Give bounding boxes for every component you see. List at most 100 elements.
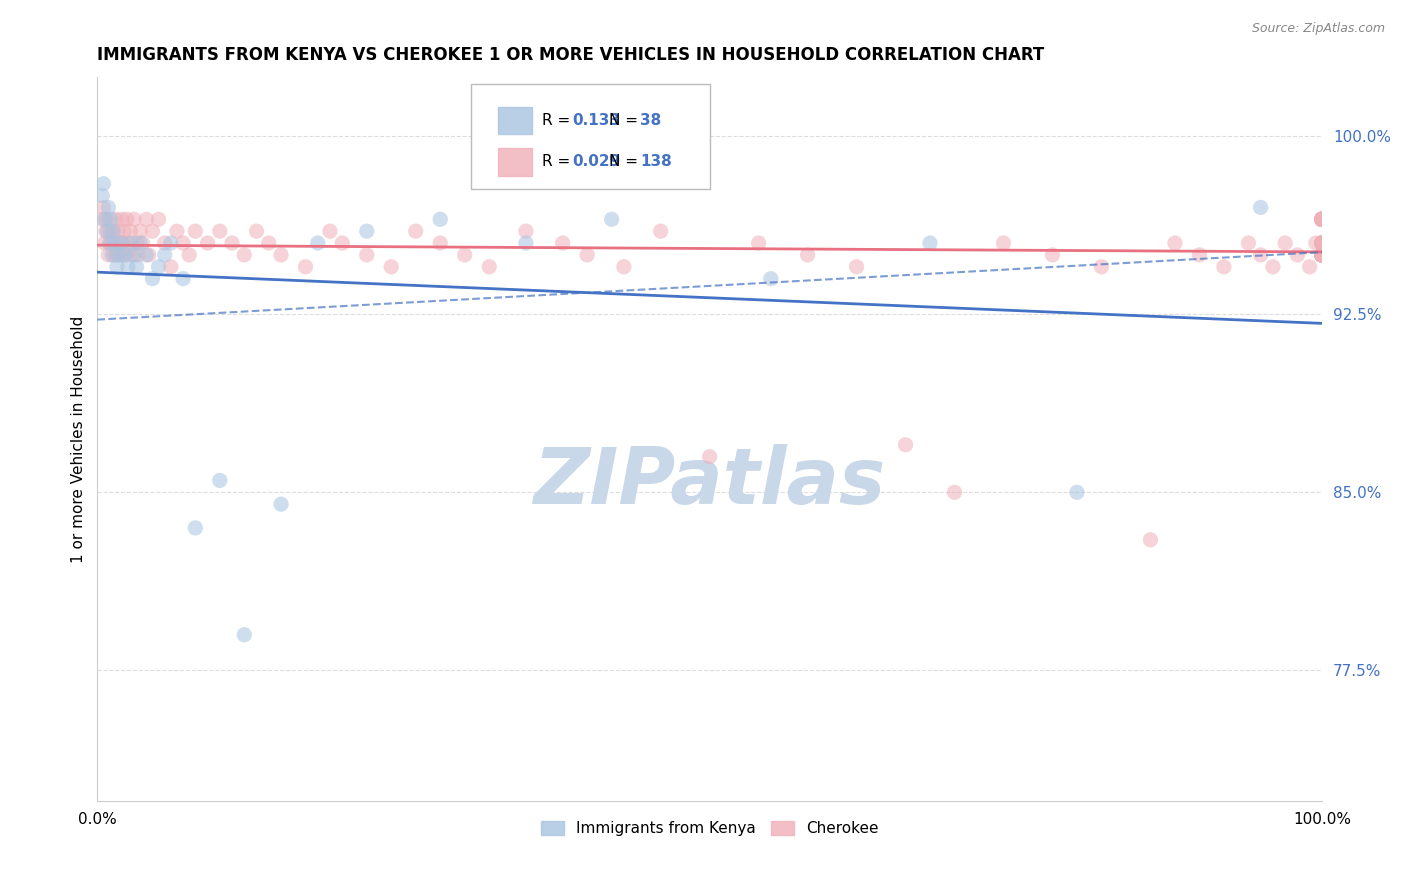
Point [918,235,941,250]
Text: IMMIGRANTS FROM KENYA VS CHEROKEE 1 OR MORE VEHICLES IN HOUSEHOLD CORRELATION CH: IMMIGRANTS FROM KENYA VS CHEROKEE 1 OR M… [97,46,1045,64]
Point [429,235,451,250]
Point [1042,248,1064,262]
Point [1310,235,1333,250]
Point [1066,485,1088,500]
Point [1310,248,1333,262]
Point [100,235,122,250]
Point [135,248,157,262]
Point [104,212,127,227]
Point [515,235,537,250]
Point [796,248,818,262]
Point [141,224,163,238]
Point [172,235,194,250]
Point [307,235,329,250]
Point [96,212,118,227]
Point [110,248,132,262]
Point [1310,248,1333,262]
Text: Source: ZipAtlas.com: Source: ZipAtlas.com [1251,22,1385,36]
Point [121,248,143,262]
Point [1310,248,1333,262]
Point [166,224,188,238]
Point [1310,235,1333,250]
Point [103,248,125,262]
Point [613,260,636,274]
Point [1310,248,1333,262]
Point [112,235,135,250]
Point [91,212,114,227]
Point [1310,248,1333,262]
Y-axis label: 1 or more Vehicles in Household: 1 or more Vehicles in Household [72,315,86,563]
Point [103,224,125,238]
FancyBboxPatch shape [498,148,531,176]
Point [107,224,129,238]
Point [1310,212,1333,227]
Point [1310,248,1333,262]
Point [1310,235,1333,250]
Point [330,235,353,250]
Point [221,235,243,250]
Point [1298,260,1320,274]
Point [294,260,316,274]
Point [1310,235,1333,250]
FancyBboxPatch shape [471,84,710,189]
Point [478,260,501,274]
Point [1310,212,1333,227]
Point [1310,212,1333,227]
Point [93,212,115,227]
Point [93,177,115,191]
Point [108,235,131,250]
Point [122,212,145,227]
Point [748,235,770,250]
Point [270,497,292,511]
Point [98,235,121,250]
Point [112,248,135,262]
Point [1310,248,1333,262]
Point [135,212,157,227]
Point [319,224,342,238]
Point [1310,235,1333,250]
Point [148,212,170,227]
Point [1213,260,1236,274]
Point [148,260,170,274]
Point [91,188,114,202]
Point [1274,235,1296,250]
Text: 0.133: 0.133 [572,112,620,128]
Point [141,271,163,285]
Point [103,235,125,250]
Point [1250,248,1272,262]
Point [1310,235,1333,250]
Point [233,248,256,262]
Point [208,474,231,488]
Point [1310,248,1333,262]
Point [1310,235,1333,250]
Point [121,235,143,250]
Point [98,224,121,238]
Point [1310,212,1333,227]
Text: R =: R = [541,154,575,169]
Point [1310,248,1333,262]
Point [245,224,267,238]
Point [1310,235,1333,250]
Point [120,224,142,238]
Point [1310,235,1333,250]
Text: N =: N = [609,112,643,128]
Point [159,260,181,274]
Point [1305,235,1327,250]
Point [93,235,115,250]
Point [1310,212,1333,227]
Point [122,248,145,262]
Point [105,260,128,274]
Point [576,248,599,262]
Legend: Immigrants from Kenya, Cherokee: Immigrants from Kenya, Cherokee [533,814,886,844]
Point [208,224,231,238]
Point [257,235,280,250]
Point [125,235,148,250]
Point [1310,212,1333,227]
Point [1310,212,1333,227]
Point [1310,248,1333,262]
Text: 138: 138 [640,154,672,169]
Point [1237,235,1260,250]
Point [101,224,124,238]
Point [1310,212,1333,227]
Point [551,235,574,250]
